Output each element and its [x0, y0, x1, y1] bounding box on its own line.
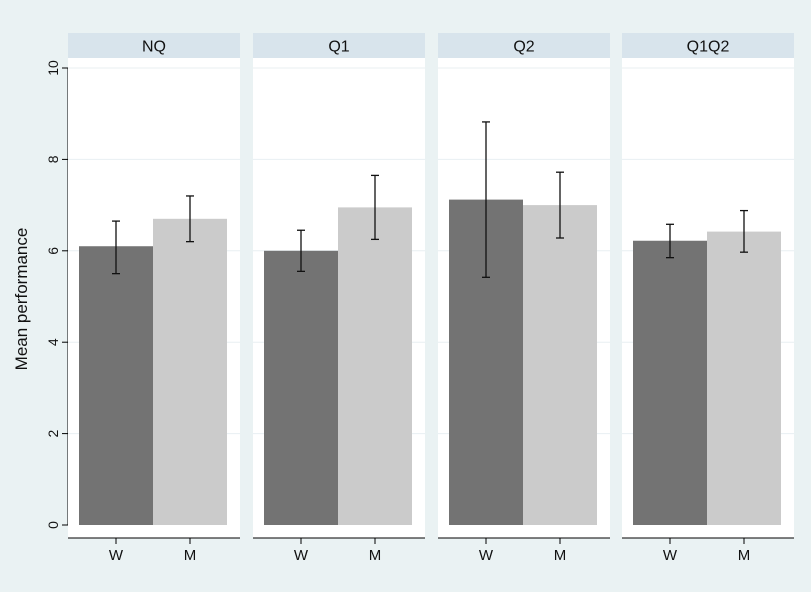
x-tick-label-m: M — [369, 547, 382, 564]
bar-q2-m — [523, 205, 597, 525]
x-tick-label-w: W — [109, 547, 124, 564]
panel-header — [622, 33, 794, 58]
bar-nq-m — [153, 218, 227, 525]
y-tick-label-10: 10 — [45, 60, 61, 76]
panel-header — [438, 33, 610, 58]
panels: NQ W M Q1 W M Q2 W M Q1Q2 W M — [68, 33, 794, 564]
bar-q1q2-w — [633, 240, 707, 525]
panel-q2: Q2 W M — [438, 33, 610, 564]
x-tick-label-w: W — [294, 547, 309, 564]
x-tick-label-m: M — [738, 547, 751, 564]
panel-q1: Q1 W M — [253, 33, 425, 564]
x-tick-label-m: M — [554, 547, 567, 564]
y-tick-label-0: 0 — [45, 521, 61, 529]
x-tick-label-w: W — [663, 547, 678, 564]
x-tick-label-m: M — [184, 547, 197, 564]
panel-title: Q1 — [328, 39, 349, 56]
y-tick-label-8: 8 — [45, 155, 61, 163]
bar-nq-w — [79, 246, 153, 526]
bar-q1-m — [338, 207, 412, 525]
panel-q1q2: Q1Q2 W M — [622, 33, 794, 564]
y-tick-label-2: 2 — [45, 429, 61, 437]
panel-header — [253, 33, 425, 58]
x-tick-label-w: W — [479, 547, 494, 564]
panel-nq: NQ W M — [68, 33, 240, 564]
y-tick-label-4: 4 — [45, 338, 61, 346]
panel-header — [68, 33, 240, 58]
panel-title: Q2 — [513, 39, 534, 56]
bar-q1q2-m — [707, 231, 781, 525]
panel-title: Q1Q2 — [687, 39, 730, 56]
y-axis-title: Mean performance — [12, 228, 31, 371]
bar-q1-w — [264, 250, 338, 526]
panel-title: NQ — [142, 39, 166, 56]
y-tick-label-6: 6 — [45, 247, 61, 255]
